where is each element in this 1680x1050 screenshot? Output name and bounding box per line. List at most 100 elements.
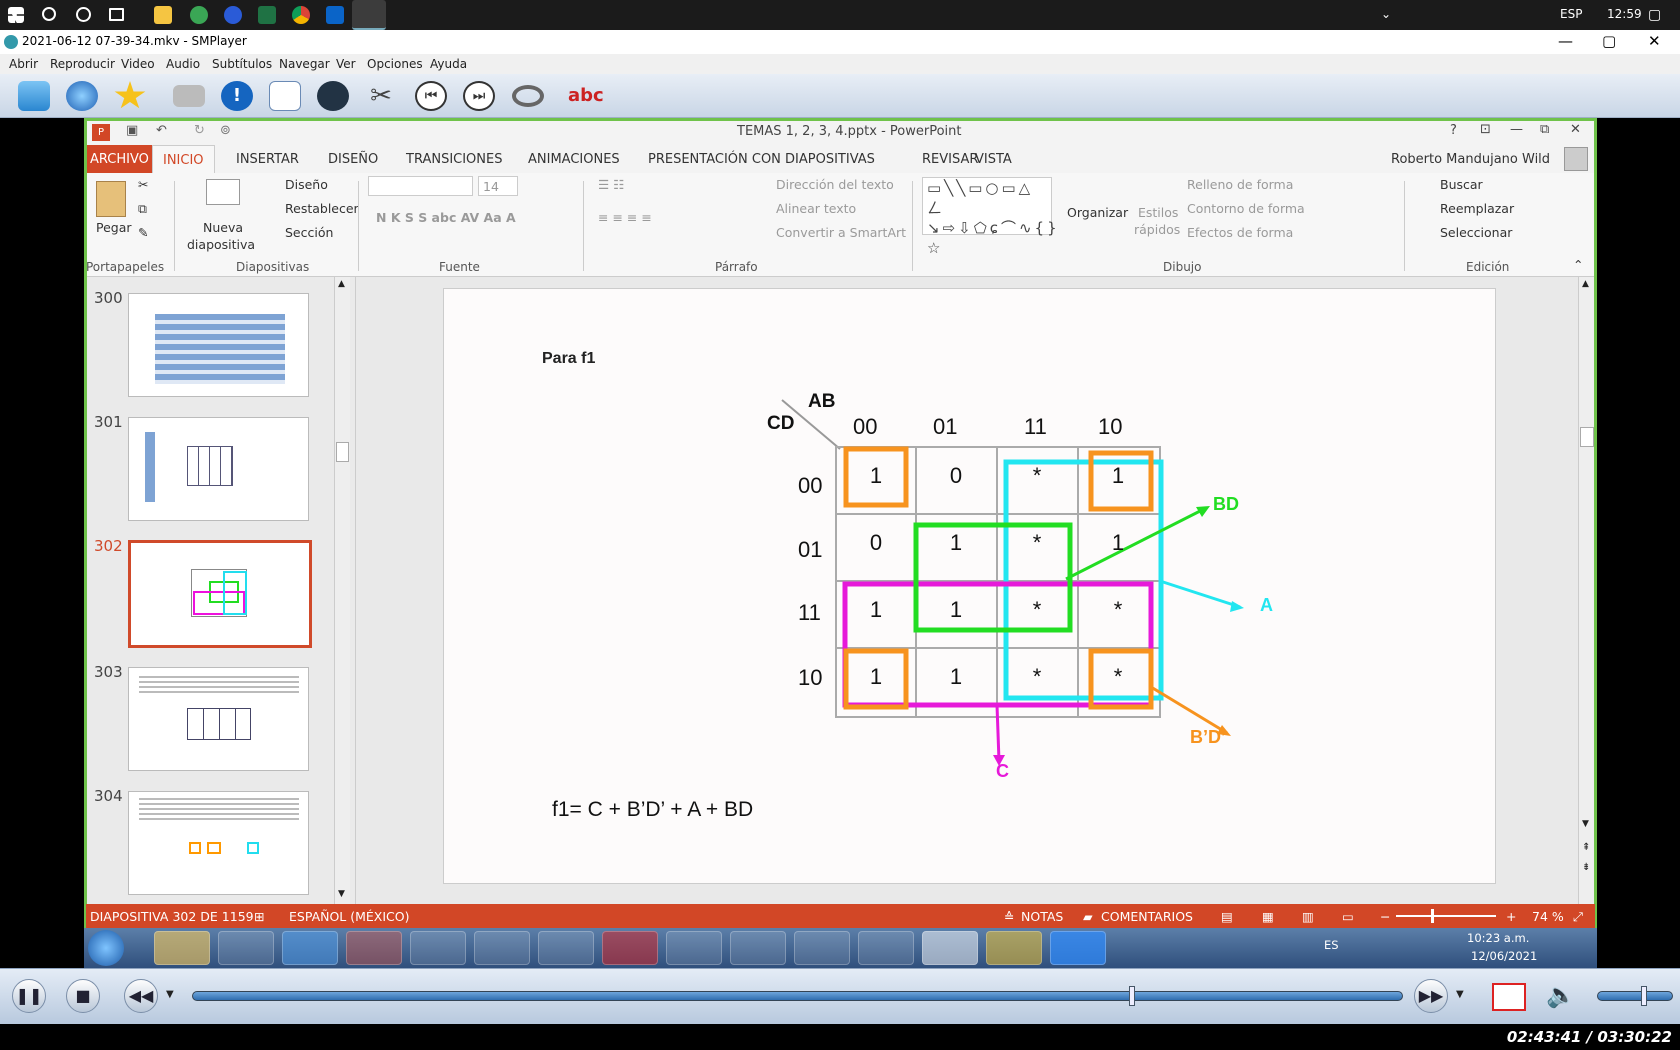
search-icon[interactable] (42, 7, 56, 21)
previous-icon[interactable]: ⏮ (415, 81, 447, 111)
tab-archivo[interactable]: ARCHIVO (86, 145, 153, 173)
favorites-star-icon[interactable] (114, 81, 146, 109)
inner-start-orb-icon[interactable] (88, 930, 124, 966)
spellcheck-icon[interactable]: ⊞ (254, 909, 265, 924)
cortana-icon[interactable] (76, 7, 91, 22)
app-icon[interactable] (224, 6, 242, 24)
smplayer-task-icon[interactable] (352, 0, 386, 30)
seek-bar[interactable] (192, 991, 1403, 1001)
select-button[interactable]: Seleccionar (1440, 225, 1513, 240)
shape-outline-button[interactable]: Contorno de forma (1187, 201, 1305, 216)
window-task-icon[interactable] (666, 931, 722, 965)
tab-diseno[interactable]: DISEÑO (328, 152, 379, 167)
menu-ayuda[interactable]: Ayuda (430, 57, 468, 71)
warning-task-icon[interactable] (986, 931, 1042, 965)
slide-thumbnail-302[interactable] (128, 540, 312, 648)
app-task-icon[interactable] (538, 931, 594, 965)
open-folder-icon[interactable] (18, 81, 50, 111)
fit-slide-icon[interactable]: ⤢ (1573, 909, 1584, 924)
scroll-down-icon[interactable]: ▼ (1582, 819, 1589, 829)
zoom-task-icon[interactable] (1050, 931, 1106, 965)
scroll-thumb[interactable] (336, 442, 349, 462)
copy-icon[interactable]: ⧉ (138, 201, 147, 216)
ppt-close-button[interactable]: ✕ (1570, 122, 1581, 137)
forward-button[interactable]: ▶▶ (1414, 979, 1448, 1013)
reading-view-icon[interactable]: ▥ (1302, 909, 1314, 924)
maximize-button[interactable]: ▢ (1602, 32, 1617, 50)
fullscreen-icon[interactable] (1492, 983, 1526, 1011)
preferences-tools-icon[interactable]: ✂ (370, 81, 392, 111)
document-task-icon[interactable] (922, 931, 978, 965)
opera-task-icon[interactable] (602, 931, 658, 965)
home-task-icon[interactable] (794, 931, 850, 965)
slide-scrollbar[interactable]: ▲ ▼ ⇞ ⇟ (1578, 277, 1595, 904)
bullets-icon[interactable]: ☰ ☷ (598, 177, 625, 192)
menu-subtitulos[interactable]: Subtítulos (212, 57, 273, 71)
ppt-maximize-button[interactable]: ⧉ (1540, 122, 1550, 137)
app-task-icon[interactable] (730, 931, 786, 965)
user-avatar[interactable] (1564, 147, 1588, 171)
window-task-icon[interactable] (218, 931, 274, 965)
window-task-icon[interactable] (410, 931, 466, 965)
zoom-slider-thumb[interactable] (1431, 909, 1434, 923)
prev-slide-icon[interactable]: ⇞ (1582, 842, 1591, 853)
font-size-input[interactable]: 14 (478, 176, 518, 196)
screenshot-camera-icon[interactable] (173, 85, 205, 107)
subtitles-abc-icon[interactable]: abc (568, 85, 604, 106)
align-icons[interactable]: ≡ ≡ ≡ ≡ (598, 210, 652, 225)
tab-insertar[interactable]: INSERTAR (236, 152, 299, 167)
menu-video[interactable]: Video (121, 57, 155, 71)
playlist-icon[interactable] (269, 81, 301, 111)
paste-button[interactable]: Pegar (96, 220, 132, 235)
file-explorer-icon[interactable] (154, 6, 172, 24)
user-name[interactable]: Roberto Mandujano Wild (1391, 152, 1551, 167)
video-equalizer-icon[interactable] (317, 81, 349, 111)
zoom-slider[interactable] (1396, 915, 1496, 917)
volume-slider-thumb[interactable] (1641, 986, 1647, 1006)
find-button[interactable]: Buscar (1440, 177, 1483, 192)
collapse-ribbon-icon[interactable]: ⌃ (1573, 257, 1584, 272)
close-button[interactable]: ✕ (1648, 32, 1661, 50)
ribbon-display-icon[interactable]: ⊡ (1480, 122, 1491, 137)
format-painter-icon[interactable]: ✎ (138, 225, 149, 240)
menu-ver[interactable]: Ver (336, 57, 356, 71)
minimize-button[interactable]: — (1558, 32, 1573, 50)
chrome-task-icon[interactable] (346, 931, 402, 965)
zoom-in-icon[interactable]: + (1506, 909, 1517, 924)
menu-abrir[interactable]: Abrir (9, 57, 39, 71)
tray-language[interactable]: ESP (1560, 7, 1583, 21)
tab-revisar[interactable]: REVISAR (922, 152, 979, 167)
slide-thumbnails-pane[interactable]: 300 301 302 303 304 (86, 277, 356, 904)
scroll-thumb[interactable] (1580, 427, 1594, 447)
quick-styles-button[interactable]: Estilos (1138, 205, 1179, 220)
tab-presentacion[interactable]: PRESENTACIÓN CON DIAPOSITIVAS (648, 152, 875, 167)
shape-fill-button[interactable]: Relleno de forma (1187, 177, 1294, 192)
volume-speaker-icon[interactable]: 🔈 (1546, 981, 1576, 1009)
section-button[interactable]: Sección (285, 225, 334, 240)
sorter-view-icon[interactable]: ▦ (1262, 909, 1274, 924)
outlook-icon[interactable] (326, 6, 344, 24)
shapes-gallery[interactable]: ▭╲╲▭○▭△ㄥ↘⇨⇩⬠ɕ⌒∿{}☆ (922, 177, 1057, 257)
tab-transiciones[interactable]: TRANSICIONES (406, 152, 503, 167)
slide-thumbnail-301[interactable] (128, 417, 309, 521)
scroll-up-icon[interactable]: ▲ (1582, 279, 1589, 289)
layout-button[interactable]: Diseño (285, 177, 328, 192)
thumbnails-scrollbar[interactable]: ▲ ▼ (334, 277, 350, 904)
smartart-button[interactable]: Convertir a SmartArt (776, 225, 907, 240)
language-status[interactable]: ESPAÑOL (MÉXICO) (289, 909, 410, 924)
shape-effects-button[interactable]: Efectos de forma (1187, 225, 1294, 240)
excel-icon[interactable] (258, 6, 276, 24)
seek-bar-thumb[interactable] (1129, 986, 1135, 1006)
open-url-icon[interactable] (66, 81, 98, 111)
font-format-buttons[interactable]: N K S S abc AV Aa A (376, 210, 516, 225)
inner-tray-time[interactable]: 10:23 a.m. (1467, 931, 1530, 945)
menu-opciones[interactable]: Opciones (367, 57, 423, 71)
app-task-icon[interactable] (858, 931, 914, 965)
zoom-out-icon[interactable]: − (1380, 909, 1391, 924)
chrome-icon[interactable] (292, 6, 310, 24)
windows-start-icon[interactable] (8, 7, 24, 23)
volume-slider[interactable] (1597, 991, 1673, 1001)
undo-icon[interactable]: ↶ (156, 123, 167, 138)
inner-tray-language[interactable]: ES (1324, 938, 1339, 952)
menu-navegar[interactable]: Navegar (279, 57, 330, 71)
